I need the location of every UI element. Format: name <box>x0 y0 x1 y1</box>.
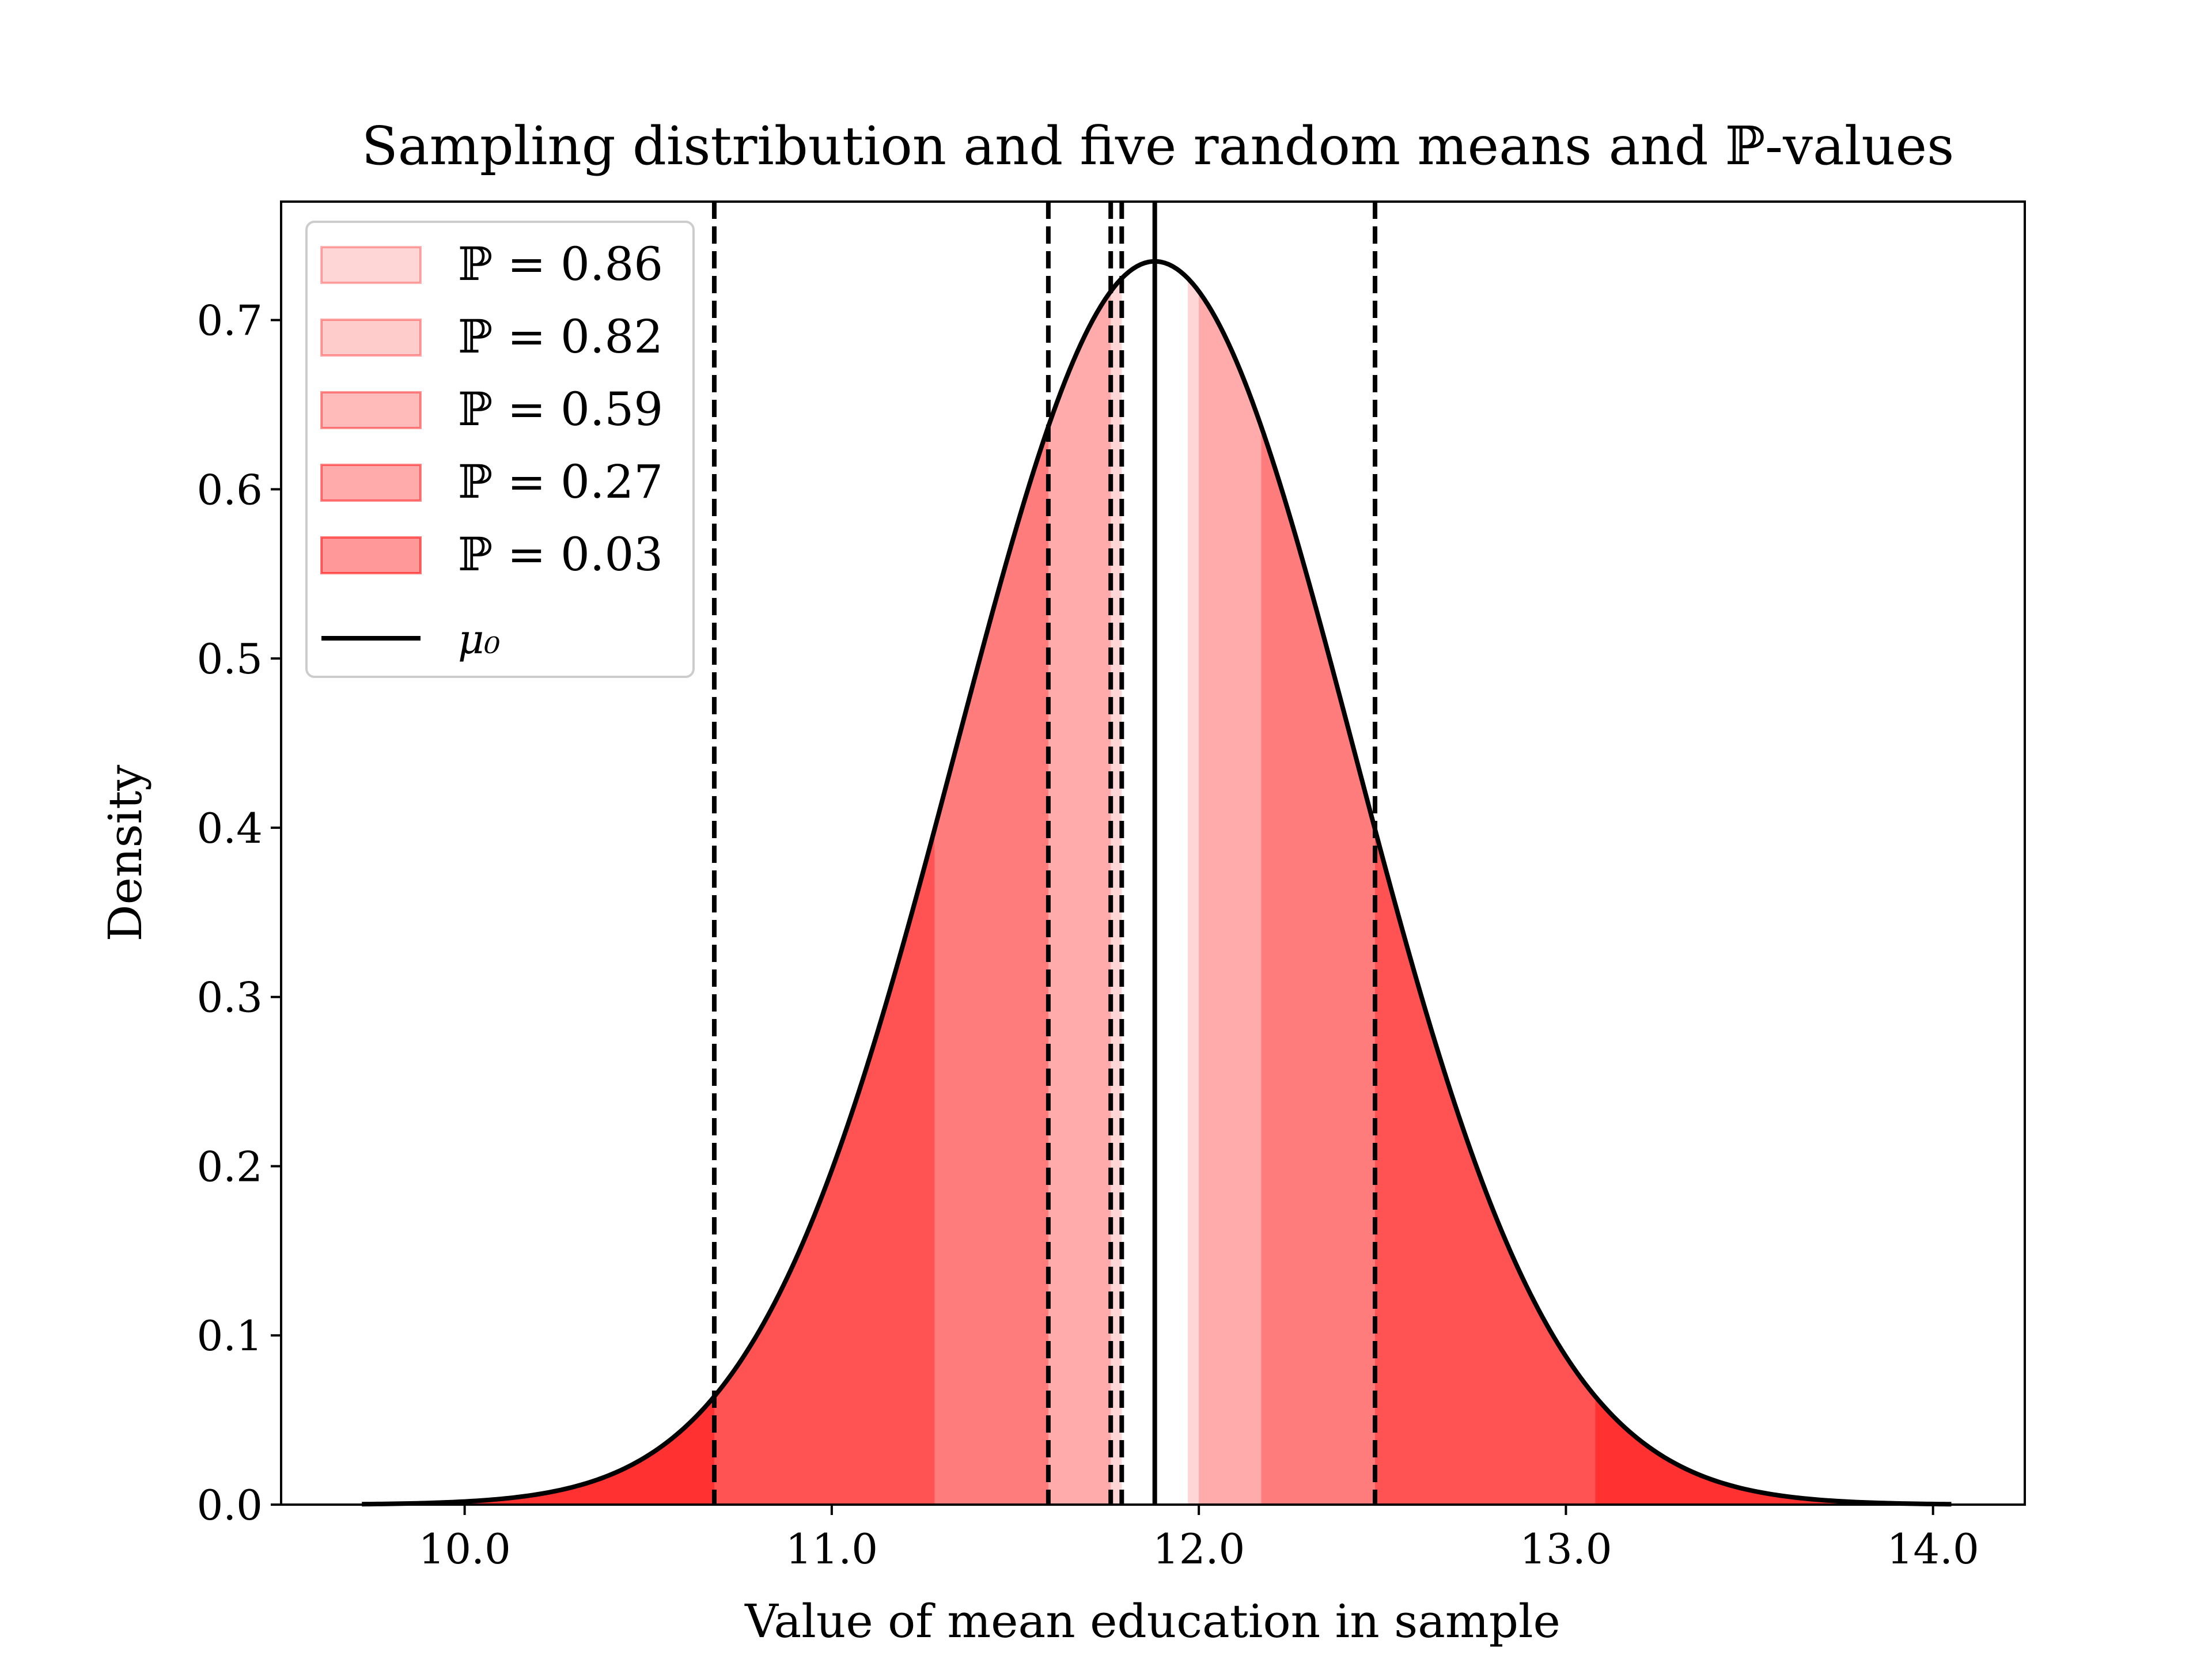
x-tick-label: 14.0 <box>1887 1525 1979 1573</box>
p-value-fill-right-3 <box>1375 829 1952 1505</box>
p-value-fill-3 <box>362 829 1952 1505</box>
legend-frame <box>305 221 695 678</box>
y-tick-label: 0.3 <box>196 974 263 1022</box>
sample-mean-lines <box>711 202 1378 1505</box>
x-tick-label: 11.0 <box>786 1525 878 1573</box>
p-value-fill-right-2 <box>1261 426 1952 1505</box>
legend: ℙ = 0.86 ℙ = 0.82 ℙ = 0.59 ℙ = 0.27 ℙ = 0.03… <box>305 221 695 678</box>
y-tick-label: 0.5 <box>196 635 263 683</box>
chart-title: Sampling distribution and five random me… <box>362 115 1955 177</box>
y-tick-label: 0.1 <box>196 1312 263 1360</box>
y-axis-ticks: 0.0 0.1 0.2 0.3 0.4 0.5 0.6 0.7 <box>196 297 281 1529</box>
p-value-fill-0 <box>362 278 1952 1505</box>
y-tick-label: 0.4 <box>196 804 263 853</box>
x-axis-label: Value of mean education in sample <box>744 1594 1560 1648</box>
p-value-fill-right-1 <box>1199 291 1952 1505</box>
p-value-fill-left-4 <box>362 1396 714 1505</box>
y-tick-label: 0.0 <box>196 1481 263 1529</box>
p-value-fill-left-3 <box>362 829 935 1505</box>
legend-label-mu0: μ₀ <box>458 616 501 663</box>
p-value-fills <box>362 278 1952 1505</box>
y-tick-label: 0.6 <box>196 465 263 514</box>
p-value-fill-4 <box>362 1396 1952 1505</box>
x-tick-label: 10.0 <box>418 1525 510 1573</box>
legend-label-3: ℙ = 0.27 <box>458 455 663 509</box>
x-tick-label: 13.0 <box>1520 1525 1612 1573</box>
y-tick-label: 0.2 <box>196 1142 263 1191</box>
y-tick-label: 0.7 <box>196 297 263 345</box>
p-value-fill-right-0 <box>1188 278 1952 1505</box>
legend-swatch-1 <box>320 319 422 357</box>
x-axis-ticks: 10.0 11.0 12.0 13.0 14.0 <box>418 1505 1979 1573</box>
y-axis-label: Density <box>99 765 152 942</box>
x-tick-label: 12.0 <box>1153 1525 1245 1573</box>
axes-frame <box>280 200 2026 1506</box>
p-value-fill-1 <box>362 291 1952 1505</box>
legend-swatch-4 <box>320 536 422 574</box>
legend-label-4: ℙ = 0.03 <box>458 528 663 581</box>
legend-swatch-0 <box>320 246 422 284</box>
p-value-fill-left-0 <box>362 278 1122 1505</box>
p-value-fill-right-4 <box>1595 1396 1952 1505</box>
legend-label-2: ℙ = 0.59 <box>458 382 663 436</box>
legend-label-0: ℙ = 0.86 <box>458 237 663 291</box>
legend-label-1: ℙ = 0.82 <box>458 310 663 363</box>
legend-swatch-3 <box>320 464 422 502</box>
p-value-fill-left-2 <box>362 426 1048 1505</box>
plot-area <box>362 202 1952 1507</box>
legend-swatch-2 <box>320 391 422 429</box>
p-value-fill-left-1 <box>362 291 1111 1505</box>
p-value-fill-2 <box>362 426 1952 1505</box>
